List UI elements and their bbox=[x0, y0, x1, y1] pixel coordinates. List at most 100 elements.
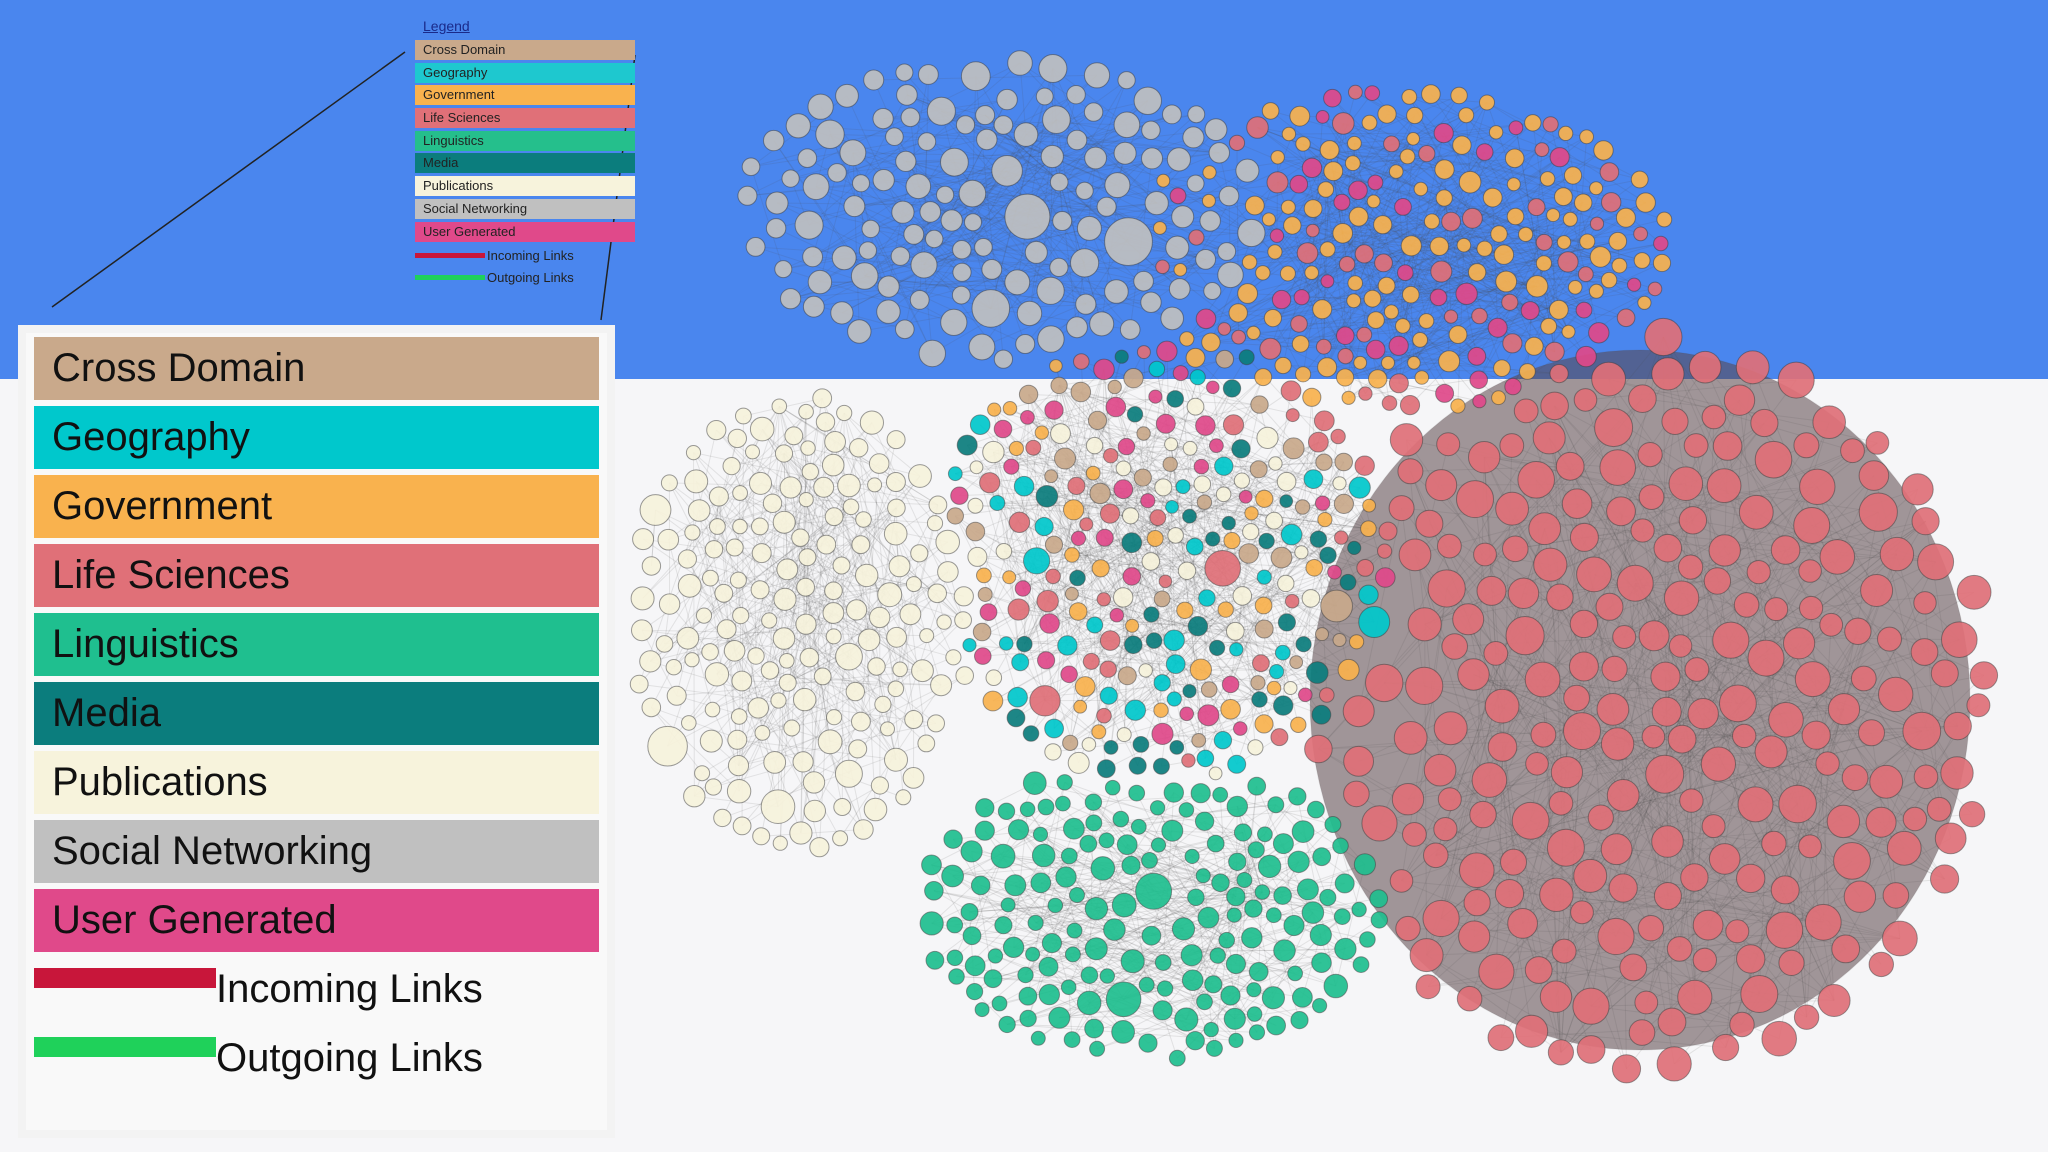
edge bbox=[738, 721, 862, 767]
node bbox=[1218, 185, 1240, 207]
node bbox=[993, 419, 1013, 439]
edge bbox=[1235, 806, 1238, 897]
node bbox=[847, 319, 872, 344]
node bbox=[1352, 956, 1370, 973]
edge bbox=[1476, 869, 1824, 923]
edge bbox=[971, 850, 1362, 966]
node bbox=[946, 949, 964, 967]
legend-item: Publications bbox=[415, 176, 635, 197]
node bbox=[846, 599, 868, 621]
node bbox=[1266, 1015, 1286, 1036]
node bbox=[917, 132, 937, 151]
node bbox=[1002, 936, 1025, 958]
node bbox=[799, 647, 820, 668]
edge bbox=[1186, 220, 1433, 340]
node bbox=[1347, 540, 1362, 556]
edge bbox=[992, 553, 1249, 702]
node bbox=[1138, 1033, 1158, 1053]
node bbox=[1313, 410, 1335, 432]
node bbox=[1220, 699, 1241, 720]
node bbox=[1688, 350, 1722, 384]
node bbox=[1347, 135, 1362, 151]
edge bbox=[772, 503, 862, 722]
node bbox=[1177, 561, 1197, 580]
node bbox=[926, 515, 944, 532]
node bbox=[1214, 456, 1234, 476]
node bbox=[1507, 908, 1538, 939]
node bbox=[760, 661, 780, 680]
node bbox=[1195, 308, 1217, 330]
edge bbox=[843, 412, 936, 524]
edge bbox=[1258, 468, 1326, 521]
node bbox=[1069, 569, 1086, 587]
node bbox=[967, 497, 984, 514]
edge bbox=[1099, 492, 1223, 569]
edge bbox=[693, 452, 881, 618]
node bbox=[969, 460, 984, 475]
edge bbox=[1447, 443, 1847, 950]
edge bbox=[1623, 483, 1687, 638]
node bbox=[1254, 619, 1274, 639]
edge bbox=[1096, 1018, 1187, 1050]
node bbox=[1153, 702, 1169, 718]
edge bbox=[1412, 138, 1507, 282]
edge bbox=[723, 592, 954, 658]
node bbox=[1261, 986, 1286, 1010]
edge bbox=[843, 412, 921, 477]
node bbox=[936, 185, 955, 204]
node bbox=[1287, 850, 1310, 873]
node bbox=[1473, 542, 1497, 567]
legend-item: Media bbox=[415, 153, 635, 174]
edge bbox=[1489, 779, 1695, 878]
node bbox=[1812, 405, 1846, 440]
node bbox=[1339, 573, 1357, 591]
node bbox=[1247, 739, 1264, 756]
node bbox=[1337, 348, 1354, 365]
node bbox=[1166, 691, 1182, 707]
node bbox=[863, 797, 888, 822]
node bbox=[1089, 1040, 1106, 1057]
node bbox=[737, 185, 758, 206]
node bbox=[797, 148, 818, 168]
edge bbox=[1526, 149, 1543, 372]
node bbox=[1188, 229, 1205, 246]
node bbox=[1017, 966, 1034, 984]
node bbox=[1611, 1054, 1642, 1084]
node bbox=[681, 715, 697, 731]
node bbox=[965, 521, 986, 542]
node bbox=[1415, 509, 1444, 538]
node bbox=[1798, 559, 1822, 583]
node bbox=[1019, 1009, 1037, 1028]
edge bbox=[1043, 854, 1245, 881]
node bbox=[1388, 164, 1404, 179]
node bbox=[969, 414, 991, 436]
edge bbox=[1496, 624, 1832, 973]
node bbox=[1341, 390, 1356, 405]
node bbox=[1401, 89, 1418, 105]
node bbox=[1291, 335, 1310, 353]
node bbox=[1258, 532, 1275, 550]
node bbox=[1634, 990, 1659, 1015]
edge bbox=[713, 761, 804, 788]
edge bbox=[1277, 181, 1600, 334]
node bbox=[927, 714, 945, 733]
node bbox=[1373, 215, 1393, 235]
node bbox=[1022, 771, 1047, 795]
node bbox=[1388, 373, 1409, 394]
node bbox=[1736, 863, 1766, 894]
edge bbox=[1347, 254, 1504, 265]
edge bbox=[1435, 520, 1926, 856]
node bbox=[1600, 833, 1633, 866]
node bbox=[701, 643, 719, 661]
node bbox=[1472, 394, 1487, 409]
node bbox=[1055, 866, 1077, 888]
node bbox=[1218, 931, 1235, 949]
node bbox=[639, 494, 672, 526]
node bbox=[982, 690, 1004, 712]
node bbox=[1067, 751, 1090, 774]
node bbox=[1798, 834, 1822, 859]
node bbox=[869, 606, 891, 629]
node bbox=[1456, 985, 1483, 1012]
node bbox=[749, 471, 772, 495]
node bbox=[1458, 107, 1475, 124]
